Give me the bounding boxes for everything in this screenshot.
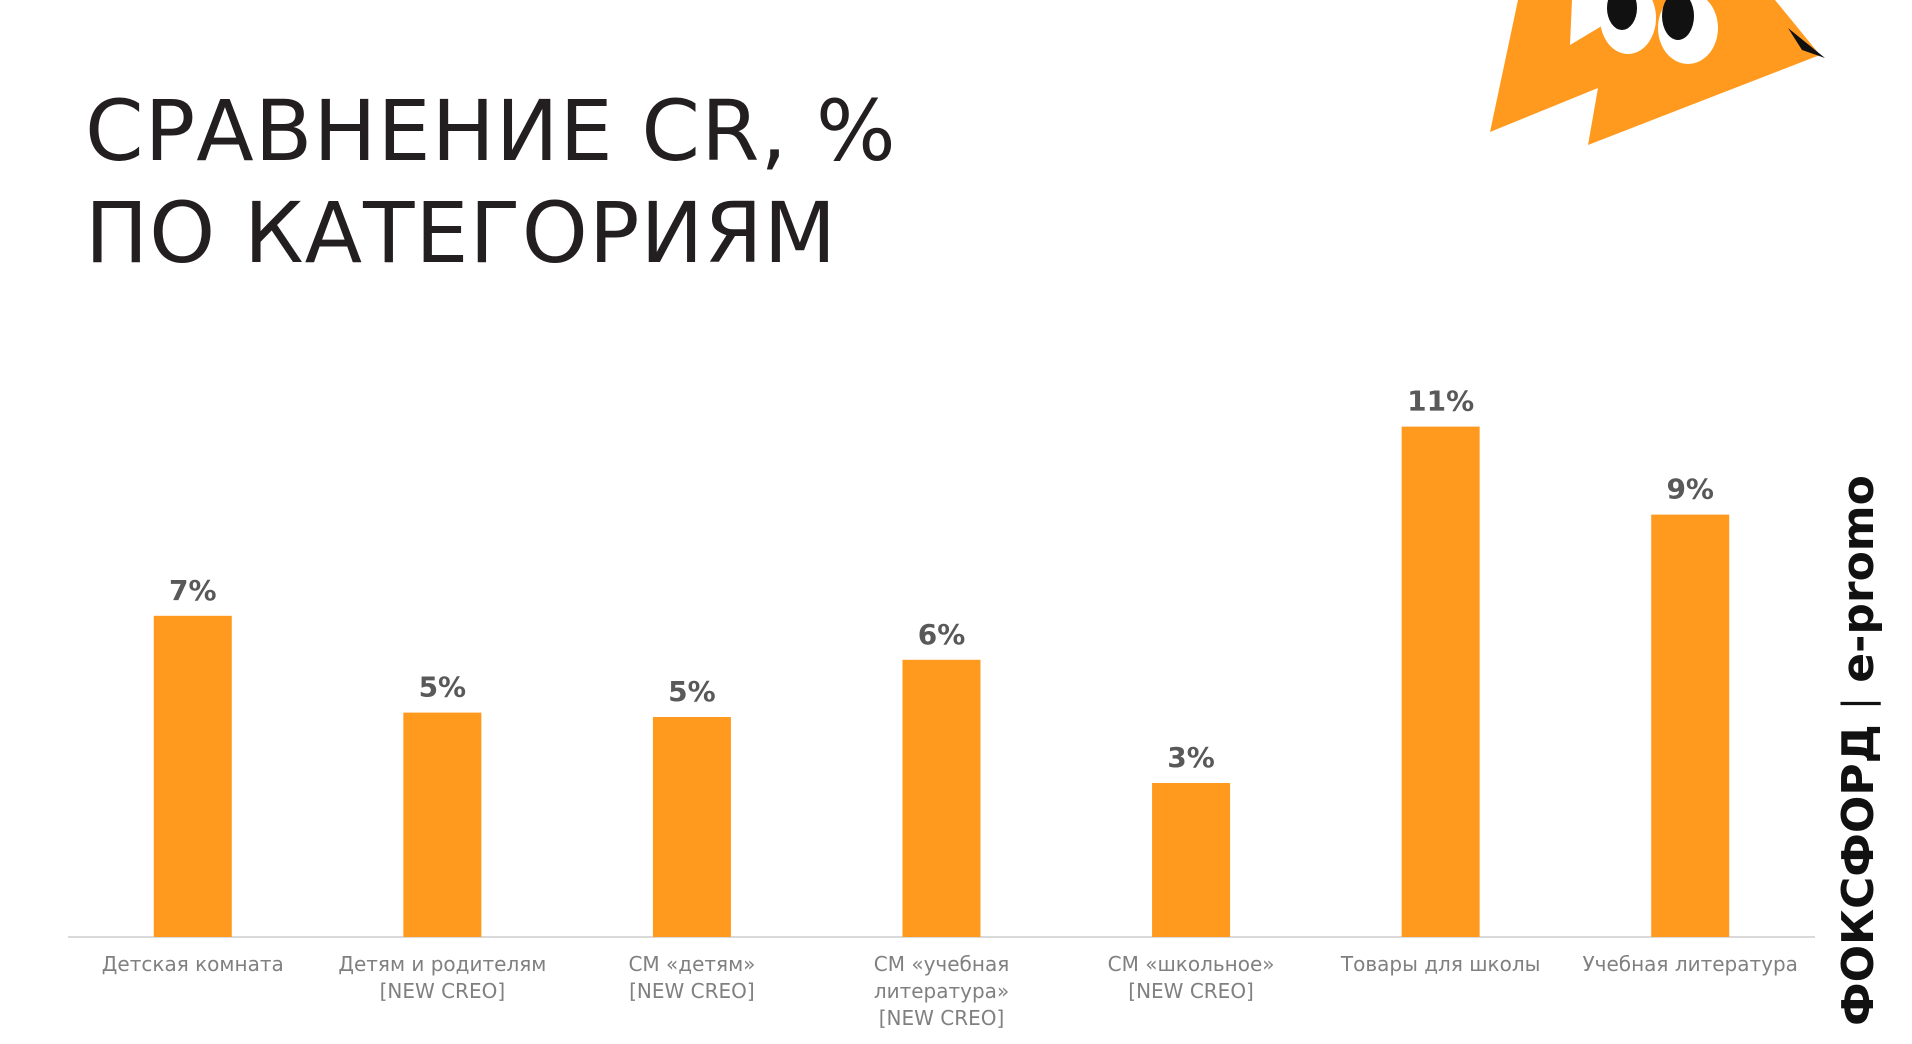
category-label-2-line-2: [NEW CREO]: [380, 979, 506, 1003]
foxford-logo-text: ФОКСФОРД: [1832, 724, 1884, 1026]
category-label-5-line-2: [NEW CREO]: [1128, 979, 1254, 1003]
fox-mascot-icon: [1490, 0, 1825, 145]
category-label-5-line-1: СМ «школьное»: [1108, 952, 1275, 976]
category-label-4-line-1: СМ «учебная: [874, 952, 1009, 976]
bar-6: [1401, 426, 1480, 937]
bar-1: [153, 615, 232, 937]
category-label-4-line-3: [NEW CREO]: [879, 1006, 1005, 1030]
data-label-2: 5%: [419, 671, 467, 704]
bar-3: [652, 717, 731, 937]
category-label-3-line-1: СМ «детям»: [628, 952, 755, 976]
data-label-1: 7%: [169, 574, 217, 607]
data-label-7: 9%: [1666, 473, 1714, 506]
page-title-line-1: СРАВНЕНИЕ CR, %: [85, 82, 897, 180]
epromo-logo-text: e-promo: [1832, 475, 1884, 683]
category-label-4-line-2: литература»: [874, 979, 1009, 1003]
fox-head-shape: [1490, 0, 1820, 145]
data-label-6: 11%: [1407, 385, 1474, 418]
data-label-3: 5%: [668, 675, 716, 708]
page-title: СРАВНЕНИЕ CR, % ПО КАТЕГОРИЯМ: [85, 80, 897, 284]
category-label-6-line-1: Товары для школы: [1340, 952, 1541, 976]
category-label-2-line-1: Детям и родителям: [338, 952, 546, 976]
page-title-line-2: ПО КАТЕГОРИЯМ: [85, 184, 838, 282]
category-label-3-line-2: [NEW CREO]: [629, 979, 755, 1003]
bar-4: [902, 659, 981, 937]
brand-logos: ФОКСФОРД | e-promo: [1828, 475, 1888, 1040]
bar-5: [1152, 783, 1231, 937]
bar-7: [1651, 514, 1730, 937]
data-label-5: 3%: [1167, 741, 1215, 774]
bar-2: [403, 712, 482, 937]
data-label-4: 6%: [918, 618, 966, 651]
category-label-7-line-1: Учебная литература: [1582, 952, 1798, 976]
category-label-1-line-1: Детская комната: [102, 952, 284, 976]
fox-eye-left-pupil: [1607, 0, 1637, 30]
fox-nose-shape: [1788, 28, 1825, 58]
logo-separator: |: [1835, 696, 1881, 711]
fox-eye-right-pupil: [1662, 0, 1694, 40]
